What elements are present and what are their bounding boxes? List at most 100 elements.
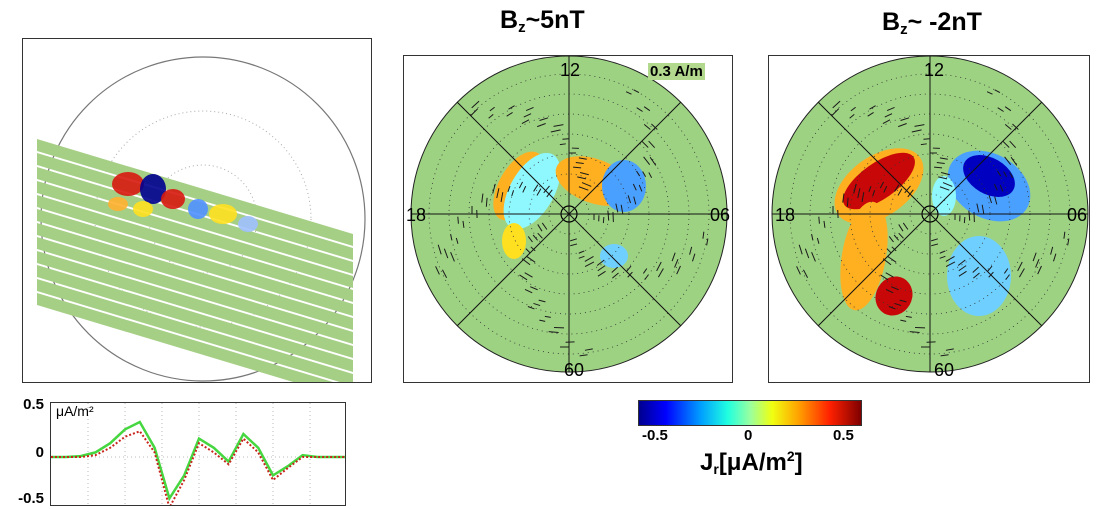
panel1-clock-bottom: 60: [564, 360, 585, 380]
current-vector: [846, 197, 849, 207]
current-vector: [802, 269, 809, 278]
current-vector: [898, 123, 907, 128]
swath-band: [37, 293, 334, 382]
current-region: [503, 153, 561, 229]
current-vector: [532, 234, 538, 241]
current-vector: [907, 189, 914, 198]
swath-band: [37, 237, 353, 344]
current-vector: [945, 348, 954, 351]
current-vector: [627, 195, 632, 204]
current-vector: [524, 272, 533, 278]
current-vector: [533, 302, 541, 307]
current-vector: [597, 270, 606, 277]
current-vector: [999, 184, 1004, 192]
panel2-clock-bottom: 60: [934, 360, 955, 380]
left-map-inner-ring: [94, 110, 312, 328]
current-vector: [562, 138, 569, 140]
current-vector: [553, 124, 564, 127]
left-line-plot-panel: μA/m²: [50, 402, 346, 506]
current-vector: [842, 193, 845, 203]
swath-band: [37, 251, 353, 358]
current-vector: [1067, 238, 1070, 246]
current-blob: [108, 197, 128, 211]
current-vector: [570, 243, 578, 247]
current-vector: [651, 123, 658, 130]
current-vector: [1063, 231, 1066, 239]
current-vector: [435, 266, 440, 275]
current-vector: [526, 256, 536, 263]
series-line-1: [51, 430, 345, 505]
current-vector: [988, 271, 994, 278]
polar-panel-1: 12 18 06 60 0.3 A/m: [403, 55, 733, 383]
current-vector: [625, 91, 632, 95]
swath-band: [37, 223, 353, 330]
current-vector: [543, 185, 550, 194]
current-vector: [644, 274, 649, 280]
current-vector: [648, 172, 653, 178]
current-vector: [636, 107, 643, 112]
current-vector: [546, 189, 553, 198]
current-vector: [968, 210, 971, 221]
current-vector: [1010, 156, 1018, 166]
current-vector: [993, 183, 998, 191]
current-vector: [521, 119, 530, 124]
current-vector: [470, 108, 479, 117]
current-vector: [584, 256, 594, 262]
current-vector: [804, 248, 810, 259]
current-vector: [939, 250, 946, 254]
current-vector: [641, 140, 649, 148]
panel2-clock-right: 06: [1067, 205, 1088, 225]
current-vector: [904, 185, 911, 194]
current-vector: [997, 107, 1004, 112]
current-vector: [900, 117, 910, 122]
current-vector: [940, 171, 950, 176]
current-vector: [578, 186, 589, 191]
current-vector: [796, 266, 801, 275]
current-vector: [676, 265, 681, 275]
current-vector: [909, 331, 920, 334]
panel1-clock-right: 06: [710, 205, 731, 225]
current-vector: [536, 188, 542, 196]
current-region: [843, 152, 915, 210]
current-vector: [920, 143, 927, 146]
current-region: [502, 223, 526, 259]
current-vector: [518, 181, 524, 189]
current-vector: [527, 306, 535, 310]
colorbar-tick-0: 0: [744, 427, 753, 444]
current-vector: [879, 181, 885, 189]
current-vector: [1037, 265, 1042, 275]
current-blob: [209, 204, 237, 224]
swath-band: [37, 209, 353, 316]
current-vector: [898, 232, 904, 239]
ytick-0.5: 0.5: [23, 396, 44, 413]
current-vector: [706, 238, 709, 246]
current-vector: [1009, 172, 1014, 178]
current-vector: [506, 111, 513, 117]
current-vector: [450, 234, 453, 241]
current-vector: [584, 348, 593, 351]
current-vector: [581, 182, 592, 187]
current-vector: [997, 170, 1002, 177]
current-vector: [492, 183, 496, 194]
current-vector: [994, 89, 1001, 94]
polar-panel-1-svg: [404, 56, 732, 382]
current-vector: [811, 252, 816, 262]
current-vector: [1004, 106, 1012, 112]
current-vector: [527, 236, 533, 243]
colorbar: [638, 400, 862, 426]
current-vector: [441, 269, 448, 278]
current-vector: [692, 253, 696, 262]
current-vector: [489, 106, 495, 112]
current-vector: [457, 216, 459, 224]
current-vector: [823, 220, 826, 228]
current-vector: [958, 265, 967, 272]
current-vector: [939, 186, 950, 191]
current-vector: [938, 176, 948, 180]
current-blob: [112, 172, 144, 196]
current-vector: [579, 354, 588, 357]
current-vector: [530, 246, 536, 252]
current-blob: [140, 174, 166, 204]
panel1-clock-top: 12: [560, 60, 581, 80]
colorbar-label: Jr[μA/m2]: [700, 448, 803, 477]
current-vector: [537, 224, 543, 232]
